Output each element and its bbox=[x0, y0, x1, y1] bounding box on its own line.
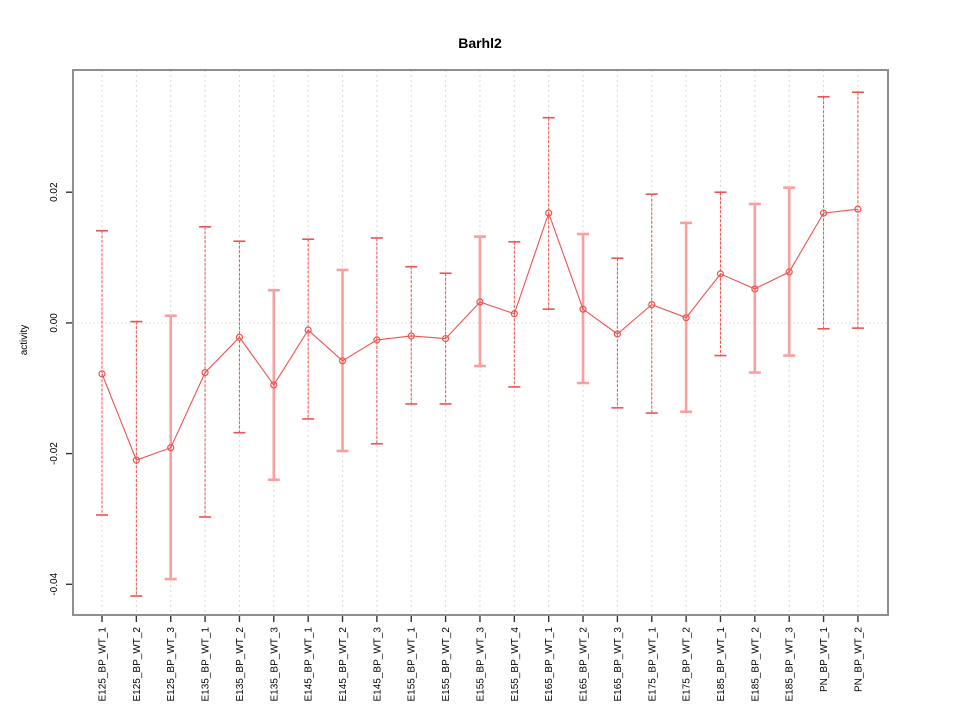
x-tick-label: E125_BP_WT_3 bbox=[166, 627, 177, 702]
chart-title: Barhl2 bbox=[458, 35, 502, 51]
x-tick-label: E165_BP_WT_3 bbox=[613, 627, 624, 702]
x-tick-label: E185_BP_WT_3 bbox=[785, 627, 796, 702]
data-point-marker bbox=[407, 332, 415, 340]
data-point-marker bbox=[373, 336, 381, 344]
x-tick-label: E145_BP_WT_2 bbox=[338, 627, 349, 702]
y-tick-label: -0.02 bbox=[49, 442, 60, 465]
data-point-marker bbox=[613, 330, 622, 338]
data-point-marker bbox=[579, 305, 587, 313]
x-tick-label: E155_BP_WT_2 bbox=[441, 627, 452, 702]
series-layer bbox=[98, 205, 862, 464]
data-point-marker bbox=[304, 326, 312, 334]
axes-layer: 0.02 0.00 -0.02 -0.04 E125_BP_WT_1 E125_BP_WT… bbox=[49, 182, 864, 701]
x-tick-label: E135_BP_WT_3 bbox=[269, 627, 280, 702]
x-tick-label: E145_BP_WT_3 bbox=[372, 627, 383, 702]
x-tick-label: E135_BP_WT_1 bbox=[201, 627, 212, 702]
x-tick-label: PN_BP_WT_1 bbox=[819, 627, 830, 692]
data-point-marker bbox=[785, 268, 793, 276]
x-tick-label: E125_BP_WT_2 bbox=[132, 627, 143, 702]
data-point-marker bbox=[716, 270, 725, 278]
series-line bbox=[101, 208, 858, 461]
x-tick-label: E185_BP_WT_1 bbox=[716, 627, 727, 702]
data-point-marker bbox=[751, 285, 759, 293]
data-point-marker bbox=[819, 209, 828, 217]
y-tick-label: -0.04 bbox=[49, 572, 60, 595]
x-tick-label: E165_BP_WT_2 bbox=[579, 627, 590, 702]
x-tick-label: E155_BP_WT_1 bbox=[407, 627, 418, 702]
data-point-marker bbox=[167, 444, 175, 452]
data-point-marker bbox=[510, 310, 518, 318]
data-point-marker bbox=[235, 333, 244, 341]
x-tick-label: E155_BP_WT_3 bbox=[475, 627, 486, 702]
data-point-marker bbox=[682, 314, 690, 322]
data-point-marker bbox=[338, 357, 347, 365]
x-tick-label: E125_BP_WT_1 bbox=[98, 627, 109, 702]
data-point-marker bbox=[545, 209, 553, 217]
plot-frame bbox=[72, 69, 889, 616]
data-point-marker bbox=[442, 334, 450, 343]
y-axis-label: activity bbox=[19, 325, 30, 356]
data-point-marker bbox=[648, 300, 656, 309]
x-tick-label: E165_BP_WT_1 bbox=[544, 627, 555, 702]
data-point-marker bbox=[476, 298, 484, 306]
data-point-marker bbox=[132, 456, 140, 464]
y-tick-label: 0.00 bbox=[49, 313, 60, 333]
x-tick-label: E135_BP_WT_2 bbox=[235, 627, 246, 702]
x-tick-label: PN_BP_WT_2 bbox=[853, 627, 864, 692]
x-tick-label: E185_BP_WT_2 bbox=[750, 627, 761, 702]
data-point-marker bbox=[201, 368, 209, 377]
data-point-marker bbox=[270, 381, 278, 389]
x-tick-label: E145_BP_WT_1 bbox=[304, 627, 315, 702]
data-point-marker bbox=[854, 205, 862, 213]
data-point-marker bbox=[98, 370, 106, 378]
x-tick-label: E175_BP_WT_2 bbox=[682, 627, 693, 702]
x-tick-label: E155_BP_WT_4 bbox=[510, 627, 521, 702]
y-tick-label: 0.02 bbox=[49, 182, 60, 202]
x-tick-label: E175_BP_WT_1 bbox=[647, 627, 658, 702]
